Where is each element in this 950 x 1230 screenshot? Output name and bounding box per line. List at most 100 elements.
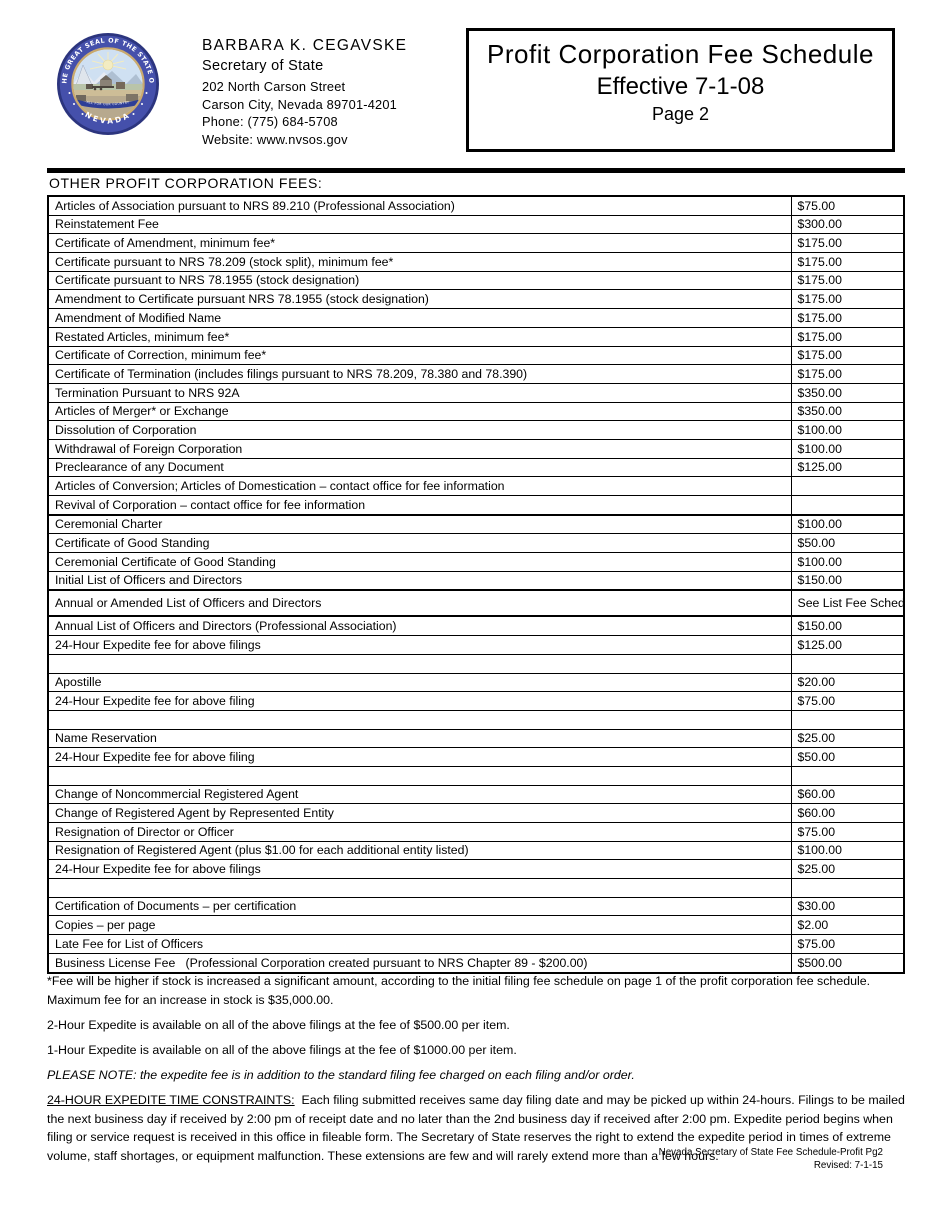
section-title: OTHER PROFIT CORPORATION FEES:	[49, 175, 323, 191]
fee-amount: $175.00	[790, 364, 905, 384]
nevada-seal-graphic: ALL FOR OUR COUNTRY THE GREAT SEAL OF TH…	[54, 26, 159, 135]
fee-amount: $20.00	[790, 672, 905, 693]
fee-item-label: Initial List of Officers and Directors	[47, 570, 792, 591]
fee-amount: $125.00	[790, 635, 905, 655]
table-row: Certificate of Amendment, minimum fee* $…	[47, 233, 905, 254]
table-row	[47, 878, 905, 898]
fee-item-label: Name Reservation	[47, 728, 792, 749]
fee-amount: $100.00	[790, 552, 905, 572]
table-row: Certificate of Correction, minimum fee* …	[47, 345, 905, 366]
fee-amount: $125.00	[790, 457, 905, 478]
fee-amount: $175.00	[790, 270, 905, 291]
table-row: Certificate pursuant to NRS 78.1955 (sto…	[47, 270, 905, 291]
table-row: Name Reservation $25.00	[47, 728, 905, 749]
table-row: Change of Noncommercial Registered Agent…	[47, 784, 905, 805]
fee-amount: $300.00	[790, 214, 905, 235]
constraints-body: Each filing submitted receives same day …	[47, 1093, 905, 1163]
table-row: Ceremonial Charter $100.00	[47, 513, 905, 535]
fee-item-label: Certificate pursuant to NRS 78.1955 (sto…	[47, 270, 792, 291]
fee-amount: $75.00	[790, 691, 905, 711]
note-please-note: PLEASE NOTE: the expedite fee is in addi…	[47, 1067, 635, 1082]
table-row: 24-Hour Expedite fee for above filing $5…	[47, 747, 905, 767]
table-row: Certification of Documents – per certifi…	[47, 896, 905, 917]
table-row: Preclearance of any Document $125.00	[47, 457, 905, 478]
fee-item-label: Certificate of Amendment, minimum fee*	[47, 233, 792, 254]
fee-item-label: Change of Registered Agent by Represente…	[47, 803, 792, 823]
table-row: Restated Articles, minimum fee* $175.00	[47, 326, 905, 347]
fee-amount: $100.00	[790, 513, 905, 535]
table-row: Resignation of Registered Agent (plus $1…	[47, 840, 905, 861]
fee-amount: $100.00	[790, 420, 905, 440]
fee-amount	[790, 653, 905, 674]
table-row: Certificate pursuant to NRS 78.209 (stoc…	[47, 252, 905, 272]
fee-item-label: Late Fee for List of Officers	[47, 934, 792, 954]
fee-amount: $25.00	[790, 859, 905, 880]
fee-amount: $50.00	[790, 747, 905, 767]
fee-amount: $175.00	[790, 233, 905, 254]
phone-line: Phone: (775) 684-5708	[202, 114, 338, 129]
table-row: Reinstatement Fee $300.00	[47, 214, 905, 235]
svg-text:ALL FOR OUR COUNTRY: ALL FOR OUR COUNTRY	[86, 100, 129, 106]
fee-item-label: Certificate pursuant to NRS 78.209 (stoc…	[47, 252, 792, 272]
title-box: Profit Corporation Fee Schedule Effectiv…	[466, 28, 895, 152]
fee-amount: $350.00	[790, 382, 905, 403]
table-row: Articles of Merger* or Exchange $350.00	[47, 401, 905, 422]
fee-amount: $50.00	[790, 533, 905, 554]
fee-item-label	[47, 765, 792, 786]
table-row: Apostille $20.00	[47, 672, 905, 693]
fee-item-label: 24-Hour Expedite fee for above filings	[47, 635, 792, 655]
table-row	[47, 709, 905, 730]
address-line-2: Carson City, Nevada 89701-4201	[202, 96, 397, 112]
note-time-constraints: 24-HOUR EXPEDITE TIME CONSTRAINTS: Each …	[47, 1091, 909, 1165]
table-row	[47, 765, 905, 786]
seal-motto-text: ALL FOR OUR COUNTRY	[86, 100, 129, 106]
table-row: 24-Hour Expedite fee for above filing $7…	[47, 691, 905, 711]
fee-amount: $60.00	[790, 803, 905, 823]
fee-item-label: Certificate of Termination (includes fil…	[47, 364, 792, 384]
table-row: Amendment to Certificate pursuant NRS 78…	[47, 289, 905, 310]
fee-item-label: Preclearance of any Document	[47, 457, 792, 478]
fee-item-label: 24-Hour Expedite fee for above filings	[47, 859, 792, 880]
fee-item-label: Reinstatement Fee	[47, 214, 792, 235]
fee-item-label: Copies – per page	[47, 915, 792, 936]
table-row: Business License Fee (Professional Corpo…	[47, 952, 905, 974]
fee-amount	[790, 476, 905, 496]
fee-amount: $350.00	[790, 401, 905, 422]
fee-amount: $2.00	[790, 915, 905, 936]
fee-table-body: Articles of Association pursuant to NRS …	[47, 195, 905, 974]
fee-amount: $150.00	[790, 570, 905, 591]
table-row: Dissolution of Corporation $100.00	[47, 420, 905, 440]
table-row: Amendment of Modified Name $175.00	[47, 308, 905, 328]
fee-amount: $175.00	[790, 252, 905, 272]
table-row: Articles of Association pursuant to NRS …	[47, 195, 905, 216]
fee-amount: See List Fee Schedule	[790, 589, 905, 617]
fee-item-label: 24-Hour Expedite fee for above filing	[47, 691, 792, 711]
fee-amount: $175.00	[790, 345, 905, 366]
fee-item-label: Amendment to Certificate pursuant NRS 78…	[47, 289, 792, 310]
secretary-name: BARBARA K. CEGAVSKE	[202, 37, 408, 54]
table-row: 24-Hour Expedite fee for above filings $…	[47, 859, 905, 880]
fee-amount: $175.00	[790, 308, 905, 328]
fee-amount: $25.00	[790, 728, 905, 749]
note-stock-fee: *Fee will be higher if stock is increase…	[47, 974, 871, 1007]
fee-item-label: Annual List of Officers and Directors (P…	[47, 615, 792, 637]
fee-item-label: Articles of Merger* or Exchange	[47, 401, 792, 422]
fee-item-label: Apostille	[47, 672, 792, 693]
fee-item-label: Dissolution of Corporation	[47, 420, 792, 440]
fee-item-label	[47, 709, 792, 730]
fee-amount	[790, 494, 905, 516]
fee-amount: $75.00	[790, 822, 905, 842]
fee-item-label: Certificate of Good Standing	[47, 533, 792, 554]
fee-amount: $175.00	[790, 326, 905, 347]
doc-footer: Nevada Secretary of State Fee Schedule-P…	[47, 1146, 883, 1172]
address-line-1: 202 North Carson Street	[202, 79, 346, 94]
secretary-role: Secretary of State	[202, 58, 324, 74]
fee-item-label: Articles of Conversion; Articles of Dome…	[47, 476, 792, 496]
fee-item-label: Business License Fee (Professional Corpo…	[47, 952, 792, 974]
fee-item-label: Change of Noncommercial Registered Agent	[47, 784, 792, 805]
fee-item-label: Resignation of Registered Agent (plus $1…	[47, 840, 792, 861]
table-row: Resignation of Director or Officer $75.0…	[47, 822, 905, 842]
fee-item-label: Withdrawal of Foreign Corporation	[47, 438, 792, 459]
table-row: Ceremonial Certificate of Good Standing …	[47, 552, 905, 572]
